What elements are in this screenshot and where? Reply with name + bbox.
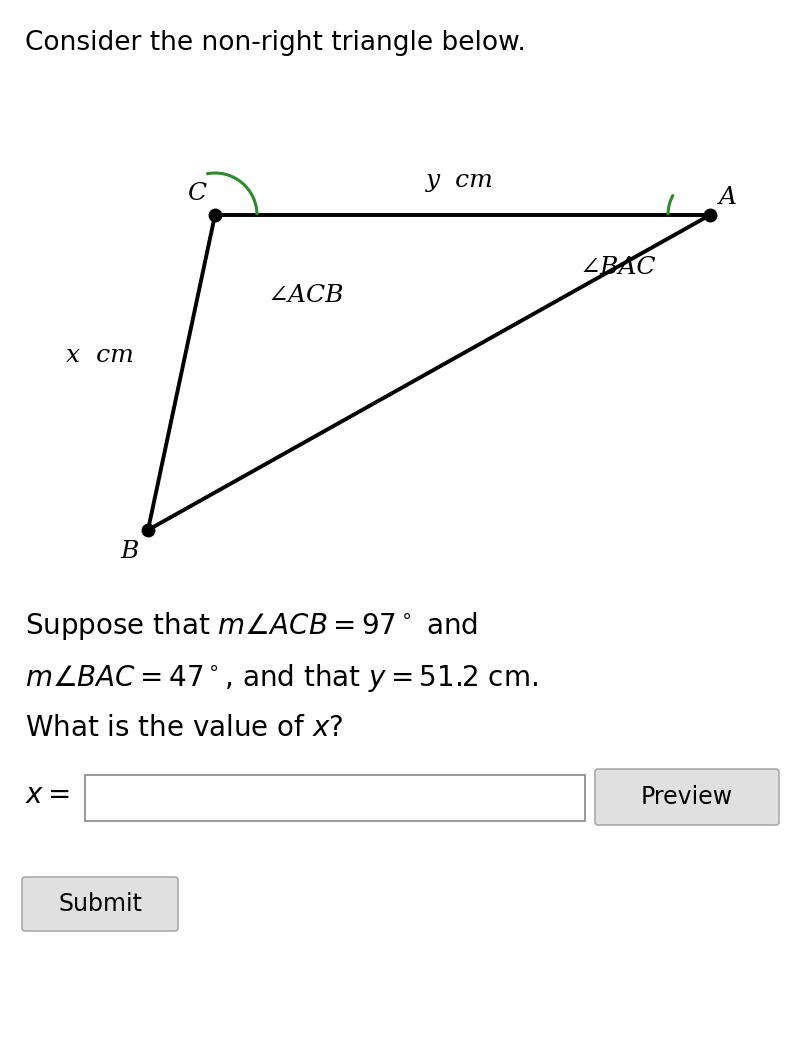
Text: Consider the non-right triangle below.: Consider the non-right triangle below. [25, 30, 526, 56]
Text: ∠BAC: ∠BAC [580, 256, 657, 279]
Text: What is the value of $x$?: What is the value of $x$? [25, 714, 343, 742]
FancyBboxPatch shape [595, 769, 779, 825]
Text: $m\angle BAC = 47^\circ$, and that $y = 51.2$ cm.: $m\angle BAC = 47^\circ$, and that $y = … [25, 662, 538, 694]
Bar [85, 775, 585, 821]
Text: Preview: Preview [641, 785, 733, 809]
Text: x  cm: x cm [66, 344, 134, 367]
Text: B: B [121, 541, 139, 564]
Text: Submit: Submit [58, 892, 142, 916]
Text: ∠ACB: ∠ACB [268, 283, 345, 306]
Text: C: C [187, 181, 206, 204]
FancyBboxPatch shape [22, 877, 178, 931]
Text: y  cm: y cm [426, 169, 494, 192]
Text: A: A [719, 185, 737, 208]
Text: Suppose that $m\angle ACB = 97^\circ$ and: Suppose that $m\angle ACB = 97^\circ$ an… [25, 610, 478, 642]
Text: $x =$: $x =$ [25, 782, 70, 809]
